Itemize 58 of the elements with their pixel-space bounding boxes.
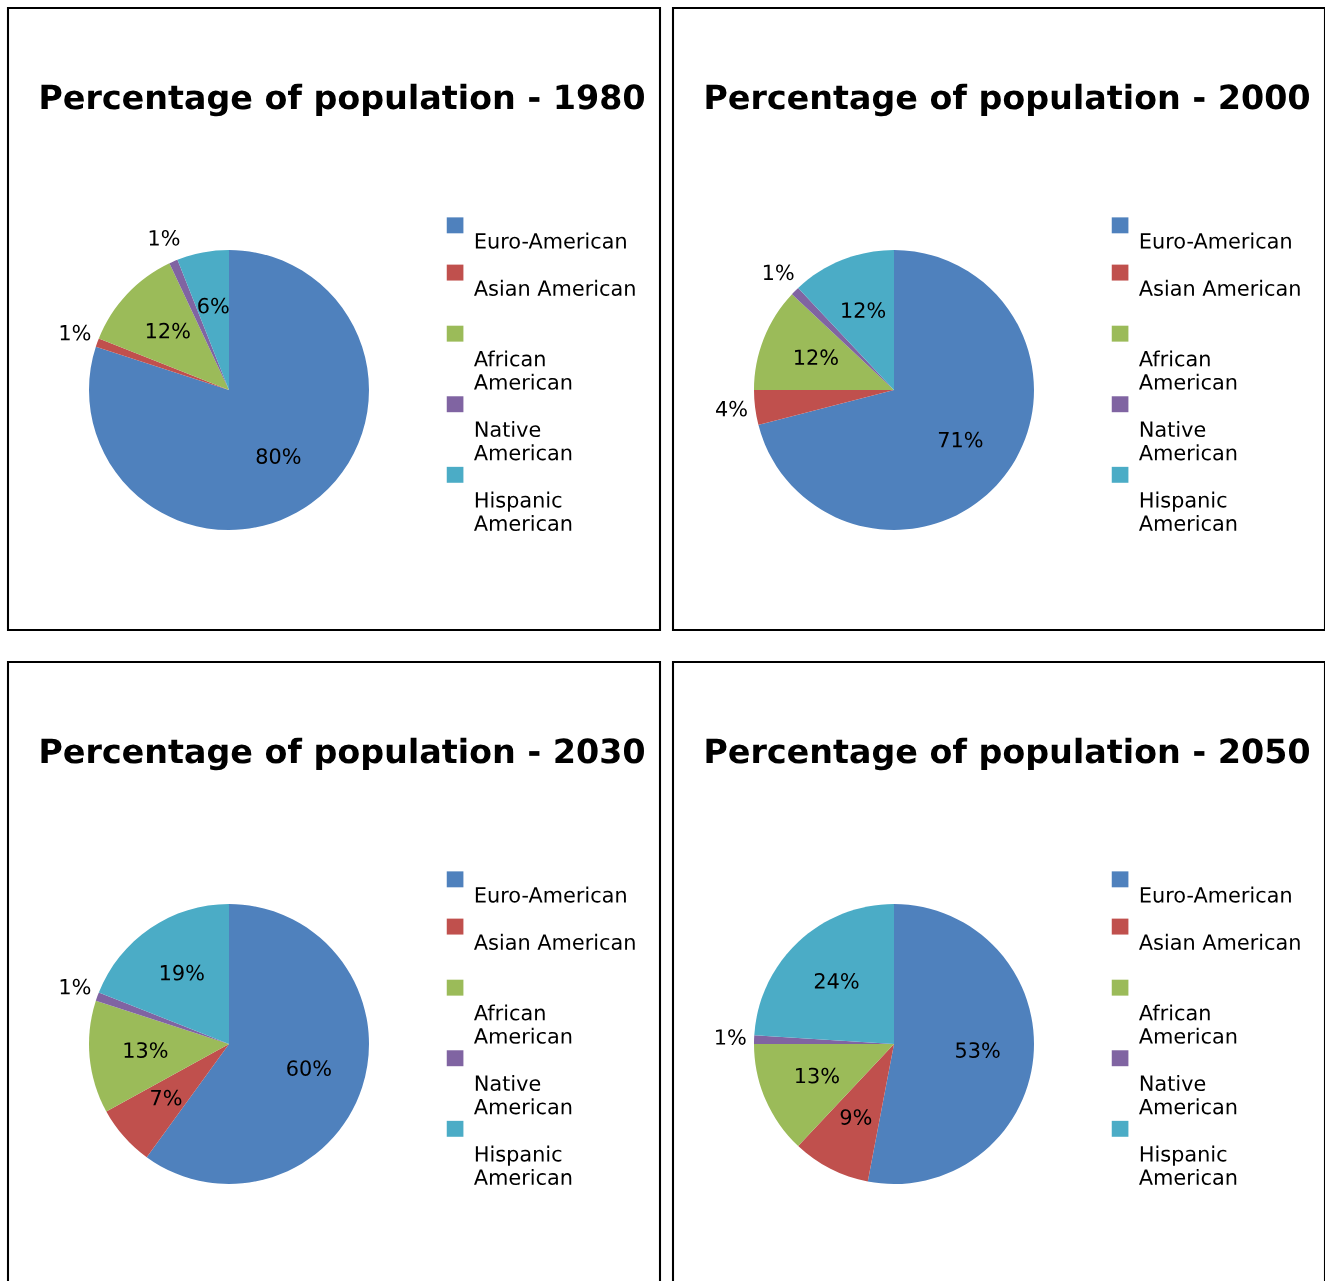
data-label: 1% xyxy=(60,978,91,995)
data-label: 80% xyxy=(256,448,301,464)
pie-slice xyxy=(89,250,369,530)
legend-label: Hispanic American xyxy=(474,491,572,532)
pie-slice xyxy=(106,1044,229,1158)
data-label: 4% xyxy=(715,400,747,417)
legend-label: African American xyxy=(1139,350,1237,390)
data-label: 12% xyxy=(842,302,886,318)
data-label: 71% xyxy=(938,431,983,448)
legend-label: Native American xyxy=(474,1074,572,1115)
pie-slice xyxy=(89,1000,229,1112)
data-label: 6% xyxy=(198,297,229,314)
legend-label: African American xyxy=(1139,1004,1237,1044)
legend-label: Asian American xyxy=(1139,279,1300,296)
pie-slice xyxy=(754,1044,894,1147)
pie-slice xyxy=(791,287,894,390)
pie-slice xyxy=(754,294,894,390)
data-label: 24% xyxy=(814,973,859,989)
legend-label: Asian American xyxy=(1139,933,1300,950)
data-label: 1% xyxy=(60,324,91,341)
legend-label: Asian American xyxy=(474,279,635,296)
pie-slice xyxy=(798,1044,894,1182)
legend-label: Euro-American xyxy=(1140,232,1291,249)
pie-slice xyxy=(95,338,229,390)
data-label: 1% xyxy=(149,229,180,246)
data-label: 53% xyxy=(956,1042,1000,1058)
legend-label: Euro-American xyxy=(475,886,626,903)
legend-label: Native American xyxy=(1139,420,1237,461)
pie-slice xyxy=(95,992,229,1044)
legend-label: Euro-American xyxy=(1140,886,1291,903)
pie-slice xyxy=(754,904,894,1044)
data-label: 13% xyxy=(796,1067,839,1084)
data-label: 60% xyxy=(287,1060,331,1076)
legend-label: Native American xyxy=(474,420,572,461)
data-label: 1% xyxy=(716,1029,746,1045)
pie-slice xyxy=(758,250,1034,530)
data-label: 19% xyxy=(160,964,204,981)
pie-slice xyxy=(754,390,894,425)
pie-slice xyxy=(98,904,229,1044)
legend-label: African American xyxy=(474,1004,572,1044)
chart-title: Percentage of population - 2000 xyxy=(706,83,1309,117)
legend-label: Native American xyxy=(1139,1074,1237,1115)
data-label: 12% xyxy=(795,349,838,366)
pie-slice xyxy=(98,263,229,390)
legend-label: Hispanic American xyxy=(474,1145,572,1186)
chart-title: Percentage of population - 1980 xyxy=(41,83,644,117)
data-label: 12% xyxy=(146,322,190,339)
data-label: 1% xyxy=(763,264,794,281)
legend-label: Euro-American xyxy=(475,232,626,249)
legend-label: African American xyxy=(474,350,572,390)
legend-label: Asian American xyxy=(474,933,635,950)
legend-label: Hispanic American xyxy=(1139,491,1237,532)
data-label: 13% xyxy=(124,1042,168,1058)
chart-title: Percentage of population - 2030 xyxy=(41,737,644,771)
legend-label: Hispanic American xyxy=(1139,1145,1237,1186)
data-label: 7% xyxy=(151,1089,182,1106)
chart-title: Percentage of population - 2050 xyxy=(706,737,1309,771)
data-label: 9% xyxy=(840,1109,872,1125)
